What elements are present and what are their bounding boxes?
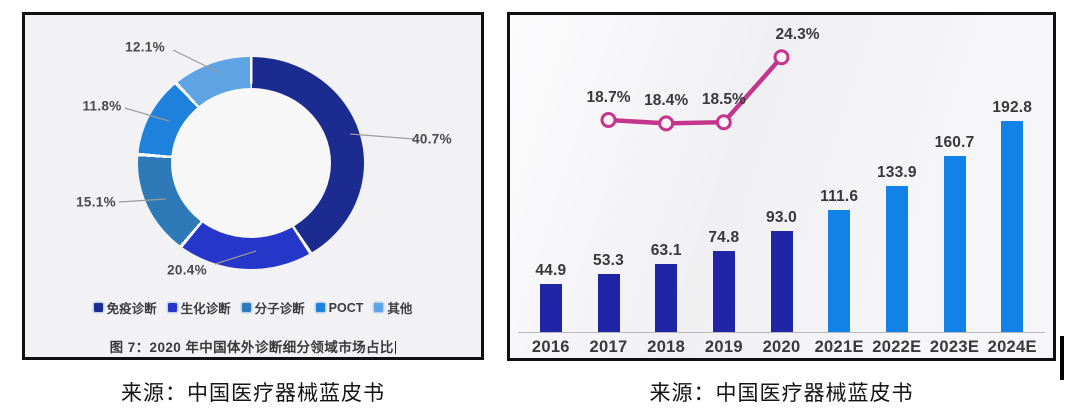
growth-rate-label: 18.4% (644, 92, 689, 110)
x-axis-label: 2017 (589, 338, 628, 356)
bar-column: 53.3 (580, 252, 638, 333)
pie-labels: 40.7% 20.4% 15.1% 11.8% 12.1% (25, 15, 481, 357)
pie-chart-panel: 40.7% 20.4% 15.1% 11.8% 12.1% 免疫诊断 生化诊断 分子诊断 PO… (22, 12, 484, 360)
legend-swatch-icon (167, 303, 177, 312)
chart-caption: 图 7：2020 年中国体外诊断细分领域市场占比 (25, 336, 481, 356)
text-cursor (394, 341, 397, 354)
pie-percent-label: 15.1% (76, 194, 116, 210)
leader-lines (118, 49, 415, 265)
legend-swatch-icon (374, 303, 384, 312)
bar-chart-panel: 44.9 53.3 63.1 74.8 93.0 111.6 133.9 160.7 192.8… (507, 12, 1056, 361)
legend-swatch-icon (315, 303, 325, 312)
bar-column: 93.0 (753, 209, 811, 333)
donut-hole (171, 88, 331, 238)
source-note-left: 来源：中国医疗器械蓝皮书 (121, 381, 385, 405)
x-axis-label: 2018 (647, 338, 686, 356)
legend-item: 免疫诊断 (93, 298, 157, 317)
legend-item: 其他 (374, 298, 412, 317)
bar-value-label: 111.6 (820, 188, 859, 206)
pie-legend: 免疫诊断 生化诊断 分子诊断 POCT 其他 (25, 298, 481, 317)
legend-label: 其他 (387, 302, 413, 316)
bar (539, 283, 562, 333)
chart-caption-text: 图 7：2020 年中国体外诊断细分领域市场占比 (109, 340, 394, 355)
bar (597, 274, 620, 333)
legend-item: 生化诊断 (167, 298, 231, 317)
bar-column: 111.6 (810, 188, 868, 333)
x-axis-line (518, 331, 1045, 333)
x-axis-label: 2019 (704, 338, 743, 356)
x-axis-label: 2016 (531, 338, 570, 356)
text-cursor (1060, 336, 1064, 380)
bar-value-label: 93.0 (766, 208, 797, 226)
bar-value-label: 74.8 (708, 228, 740, 246)
growth-line-labels: 18.7% 18.4% 18.5% 24.3% (510, 15, 1053, 358)
legend-label: 生化诊断 (180, 302, 231, 316)
x-axis-label: 2020 (762, 338, 801, 356)
legend-item: POCT (315, 300, 364, 315)
bar-value-label: 192.8 (992, 98, 1033, 116)
x-axis-label: 2022E (872, 338, 922, 356)
bar-column: 192.8 (983, 99, 1041, 333)
bar-column: 63.1 (637, 242, 695, 333)
bar-column: 44.9 (522, 262, 580, 333)
bar (1001, 120, 1024, 333)
pie-percent-label: 40.7% (412, 131, 452, 147)
legend-swatch-icon (93, 303, 103, 312)
pie-percent-label: 20.4% (167, 262, 207, 278)
bar (712, 250, 735, 333)
pie-percent-label: 12.1% (125, 39, 165, 55)
bar-value-label: 63.1 (650, 241, 682, 259)
x-axis-label: 2023E (929, 338, 980, 356)
growth-rate-label: 24.3% (775, 26, 820, 44)
bar-value-label: 44.9 (535, 261, 567, 279)
bar-value-label: 160.7 (934, 134, 975, 152)
bar (885, 185, 908, 333)
bar (943, 156, 966, 333)
legend-label: POCT (328, 300, 364, 315)
bar-column: 133.9 (868, 164, 926, 333)
bar-value-label: 53.3 (593, 252, 624, 270)
growth-rate-label: 18.7% (586, 89, 631, 106)
x-axis-label: 2021E (814, 338, 864, 356)
legend-item: 分子诊断 (241, 298, 305, 317)
source-note-right: 来源：中国医疗器械蓝皮书 (649, 381, 914, 405)
bar-columns: 44.9 53.3 63.1 74.8 93.0 111.6 133.9 160.7 192.8 (522, 99, 1041, 333)
legend-swatch-icon (241, 303, 251, 312)
bar-value-label: 133.9 (876, 163, 917, 181)
pie-percent-label: 11.8% (82, 98, 122, 114)
bar-column: 74.8 (695, 229, 753, 333)
legend-label: 免疫诊断 (106, 302, 157, 316)
legend-label: 分子诊断 (254, 302, 305, 316)
growth-rate-label: 18.5% (701, 91, 746, 109)
bar (655, 263, 678, 333)
bar-column: 160.7 (926, 134, 984, 333)
bar (828, 210, 851, 333)
year-labels: 2016 2017 2018 2019 2020 2021E 2022E 2023E 2024E (522, 338, 1041, 357)
bar (770, 230, 793, 333)
x-axis-label: 2024E (987, 338, 1037, 356)
